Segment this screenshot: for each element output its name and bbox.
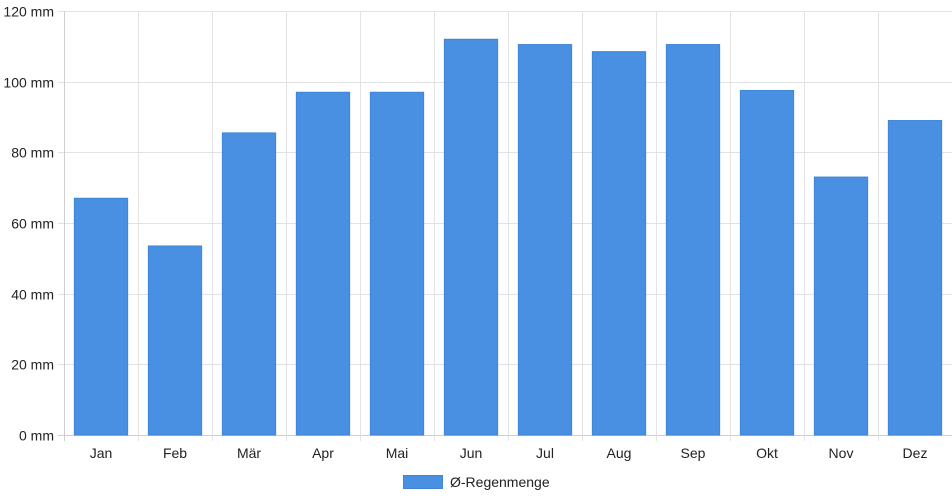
y-tick-label: 20 mm	[11, 357, 54, 373]
bar-chart: 0 mm 20 mm 40 mm 60 mm 80 mm 100 mm 120 mm Jan F…	[3, 4, 952, 462]
y-tick-label: 100 mm	[3, 75, 54, 91]
x-tick-label: Apr	[312, 445, 334, 461]
legend-swatch	[403, 475, 443, 489]
bar[interactable]	[443, 38, 499, 436]
y-tick-label: 60 mm	[11, 216, 54, 232]
x-tick-label: Dez	[903, 445, 928, 461]
x-tick-label: Jul	[536, 445, 554, 461]
y-tick-label: 120 mm	[3, 4, 54, 20]
bar[interactable]	[739, 90, 795, 436]
x-tick-label: Sep	[681, 445, 706, 461]
x-tick-label: Aug	[607, 445, 632, 461]
bar[interactable]	[295, 91, 351, 436]
bar[interactable]	[591, 51, 647, 436]
bar[interactable]	[73, 197, 129, 436]
legend-label: Ø-Regenmenge	[450, 474, 550, 490]
bar[interactable]	[887, 120, 943, 436]
grid-layer	[58, 11, 952, 441]
x-tick-label: Jan	[90, 445, 113, 461]
x-tick-label: Nov	[829, 445, 854, 461]
legend[interactable]: Ø-Regenmenge	[403, 474, 550, 490]
bar-layer	[73, 38, 943, 436]
y-tick-label: 80 mm	[11, 145, 54, 161]
axis-layer: 0 mm 20 mm 40 mm 60 mm 80 mm 100 mm 120 mm Jan F…	[3, 4, 927, 462]
bar[interactable]	[369, 91, 425, 436]
bar[interactable]	[221, 132, 277, 436]
bar[interactable]	[813, 176, 869, 436]
x-tick-label: Mai	[386, 445, 409, 461]
bar[interactable]	[517, 44, 573, 436]
x-tick-label: Feb	[163, 445, 187, 461]
x-tick-label: Okt	[756, 445, 778, 461]
x-tick-label: Mär	[237, 445, 261, 461]
y-tick-label: 0 mm	[19, 428, 54, 444]
bar[interactable]	[147, 245, 203, 436]
y-tick-label: 40 mm	[11, 287, 54, 303]
x-tick-label: Jun	[460, 445, 483, 461]
bar[interactable]	[665, 44, 721, 436]
